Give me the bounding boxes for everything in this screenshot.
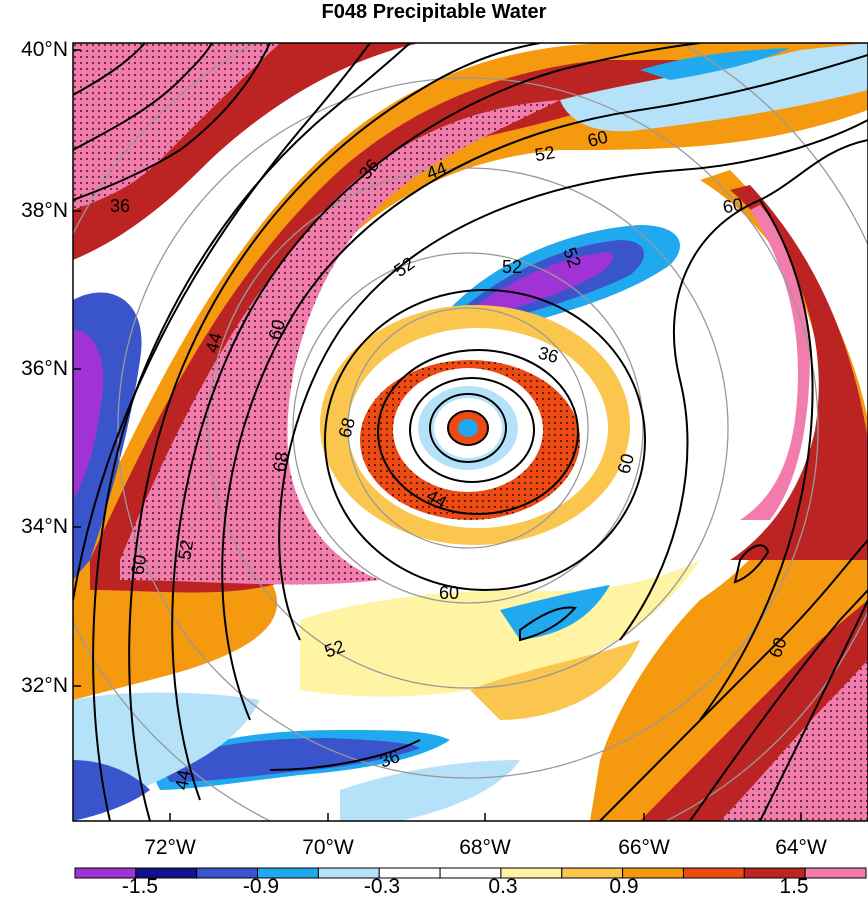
colorbar-swatch — [682, 867, 745, 879]
lon-tick-72w: 72°W — [144, 836, 196, 859]
lon-tick-64w: 64°W — [775, 836, 827, 859]
lat-tick-38n: 38°N — [21, 199, 68, 222]
contour-label: 68 — [269, 450, 292, 473]
contour-label: 60 — [439, 583, 459, 603]
colorbar-label: 0.3 — [488, 875, 518, 898]
lat-tick-32n: 32°N — [21, 674, 68, 697]
contour-label: 44 — [171, 768, 194, 791]
colorbar-label: -0.3 — [363, 875, 401, 898]
colorbar-swatch — [804, 867, 867, 879]
contour-label: 52 — [533, 142, 556, 165]
lon-tick-70w: 70°W — [302, 836, 354, 859]
lat-tick-34n: 34°N — [21, 515, 68, 538]
lat-tick-36n: 36°N — [21, 357, 68, 380]
map-field — [73, 43, 868, 821]
lon-tick-68w: 68°W — [459, 836, 511, 859]
colorbar — [74, 867, 867, 879]
colorbar-label: -1.5 — [121, 875, 159, 898]
colorbar-label: 0.9 — [609, 875, 639, 898]
contour-label: 52 — [174, 538, 197, 561]
lat-tick-40n: 40°N — [21, 38, 68, 61]
contour-label: 60 — [127, 553, 150, 576]
lon-tick-66w: 66°W — [618, 836, 670, 859]
contour-label: 36 — [110, 196, 130, 216]
axis-ticks — [73, 49, 802, 821]
colorbar-label: -0.9 — [242, 875, 280, 898]
colorbar-label: 1.5 — [779, 875, 809, 898]
contour-label: 60 — [721, 194, 744, 217]
contour-label: 52 — [502, 257, 522, 277]
map-title: F048 Precipitable Water — [321, 1, 547, 23]
